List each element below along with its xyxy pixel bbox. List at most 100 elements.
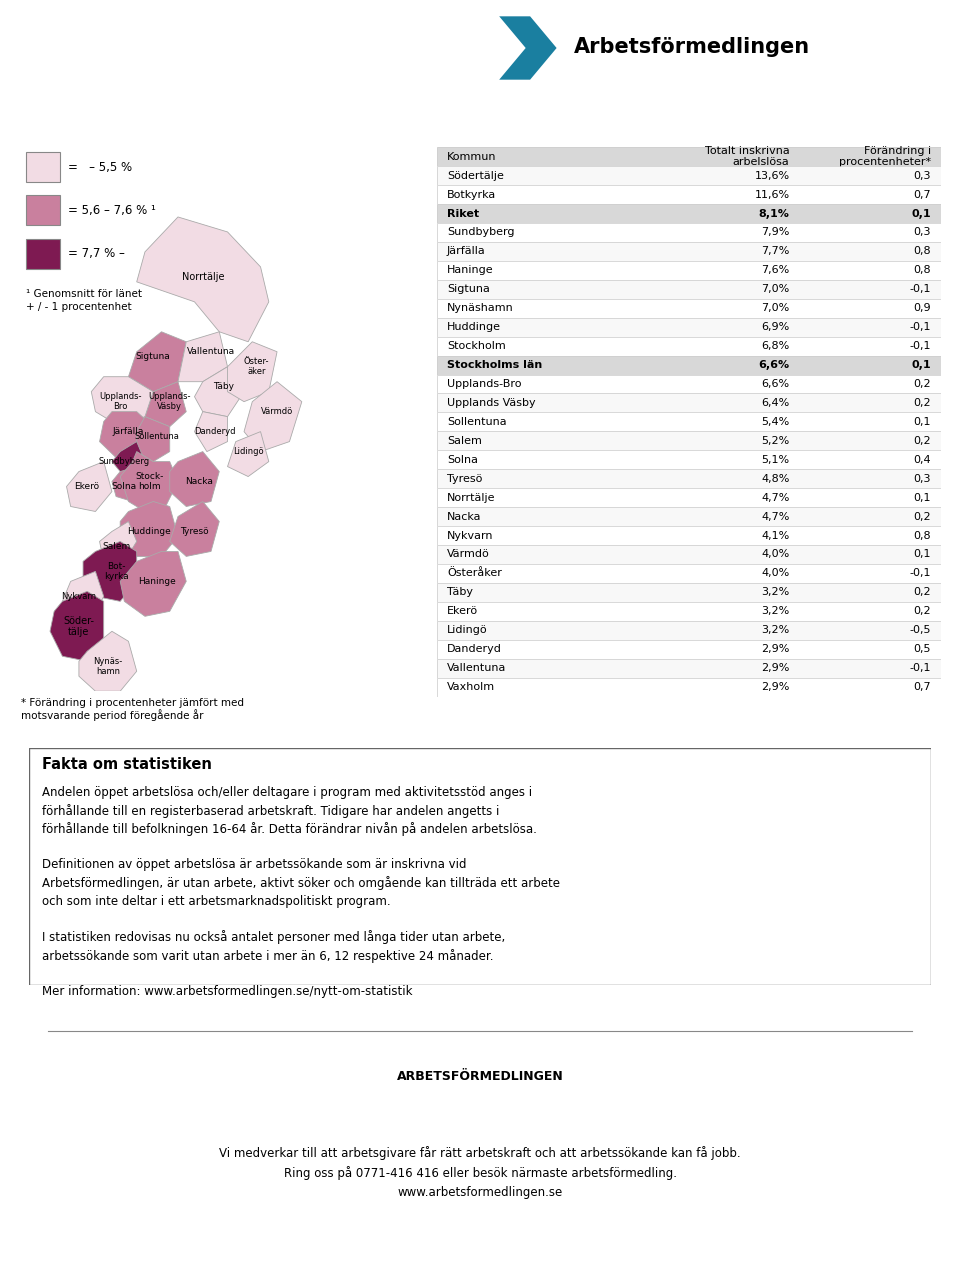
Polygon shape <box>129 332 186 392</box>
FancyBboxPatch shape <box>437 298 941 317</box>
Text: Sigtuna: Sigtuna <box>136 352 171 361</box>
Text: -0,1: -0,1 <box>909 340 931 351</box>
FancyBboxPatch shape <box>437 412 941 431</box>
Text: Upplands-Bro: Upplands-Bro <box>446 379 521 389</box>
FancyBboxPatch shape <box>29 748 931 984</box>
FancyBboxPatch shape <box>437 545 941 564</box>
Text: 0,3: 0,3 <box>913 170 931 180</box>
FancyBboxPatch shape <box>437 166 941 186</box>
Text: Salem: Salem <box>102 541 131 550</box>
Text: ¹ Genomsnitt för länet: ¹ Genomsnitt för länet <box>26 288 142 298</box>
Polygon shape <box>100 521 136 562</box>
Text: Vallentuna: Vallentuna <box>446 663 506 673</box>
FancyBboxPatch shape <box>437 431 941 451</box>
Text: Sundbyberg: Sundbyberg <box>99 457 150 466</box>
Text: Andelen öppet arbetslösa och/eller deltagare i program med aktivitetsstöd anges : Andelen öppet arbetslösa och/eller delta… <box>42 786 561 998</box>
Text: Huddinge: Huddinge <box>446 323 501 333</box>
Text: -0,1: -0,1 <box>909 284 931 294</box>
Text: Öster-
äker: Öster- äker <box>244 357 269 376</box>
Text: Haninge: Haninge <box>138 577 177 586</box>
Text: 6,9%: 6,9% <box>761 323 789 333</box>
Text: Sollentuna: Sollentuna <box>135 433 180 442</box>
Text: * Förändring i procentenheter jämfört med
motsvarande period föregående år: * Förändring i procentenheter jämfört me… <box>21 698 244 722</box>
Text: Nynäs-
hamn: Nynäs- hamn <box>93 657 123 676</box>
Text: Huddinge: Huddinge <box>128 527 171 536</box>
Text: Solna: Solna <box>446 454 478 465</box>
Text: Danderyd: Danderyd <box>194 428 236 436</box>
Text: Sollentuna: Sollentuna <box>446 417 507 428</box>
Text: 0,1: 0,1 <box>913 493 931 503</box>
Text: Nykvarn: Nykvarn <box>61 591 96 600</box>
Text: 0,4: 0,4 <box>913 454 931 465</box>
FancyBboxPatch shape <box>437 337 941 356</box>
FancyBboxPatch shape <box>437 659 941 677</box>
FancyBboxPatch shape <box>26 152 60 182</box>
Polygon shape <box>170 452 219 507</box>
Polygon shape <box>100 412 154 462</box>
Polygon shape <box>112 466 145 502</box>
Text: 11,6%: 11,6% <box>755 189 789 200</box>
Text: Haninge: Haninge <box>446 265 493 275</box>
Polygon shape <box>228 342 277 402</box>
Text: Lidingö: Lidingö <box>446 625 488 635</box>
Text: 3,2%: 3,2% <box>761 588 789 598</box>
Text: 0,1: 0,1 <box>913 549 931 559</box>
Text: Ekerö: Ekerö <box>446 607 478 617</box>
Text: Norrtälje: Norrtälje <box>181 271 224 282</box>
Text: Sundbyberg: Sundbyberg <box>446 228 515 238</box>
FancyBboxPatch shape <box>437 470 941 488</box>
FancyBboxPatch shape <box>437 280 941 298</box>
Text: 0,1: 0,1 <box>913 417 931 428</box>
Text: 0,8: 0,8 <box>913 530 931 540</box>
Text: 0,7: 0,7 <box>913 189 931 200</box>
Text: -0,1: -0,1 <box>909 663 931 673</box>
FancyBboxPatch shape <box>437 564 941 582</box>
FancyBboxPatch shape <box>437 356 941 375</box>
Polygon shape <box>120 502 178 557</box>
Text: 8,1%: 8,1% <box>758 209 789 219</box>
Polygon shape <box>136 416 170 462</box>
Text: 7,9%: 7,9% <box>761 228 789 238</box>
Text: Sigtuna: Sigtuna <box>446 284 490 294</box>
FancyBboxPatch shape <box>26 238 60 269</box>
Text: 13,6%: 13,6% <box>755 170 789 180</box>
Text: 2,9%: 2,9% <box>761 682 789 692</box>
Text: Danderyd: Danderyd <box>446 644 502 654</box>
FancyBboxPatch shape <box>437 147 941 166</box>
FancyBboxPatch shape <box>437 223 941 242</box>
Text: Stock-
holm: Stock- holm <box>135 472 163 492</box>
Text: Förändring i
procentenheter*: Förändring i procentenheter* <box>839 146 931 168</box>
Text: Bot-
kyrka: Bot- kyrka <box>104 562 129 581</box>
Polygon shape <box>112 442 145 476</box>
Text: -0,1: -0,1 <box>909 568 931 579</box>
Text: 6,8%: 6,8% <box>761 340 789 351</box>
FancyBboxPatch shape <box>437 393 941 412</box>
FancyBboxPatch shape <box>437 317 941 337</box>
Text: Tyresö: Tyresö <box>180 527 209 536</box>
Polygon shape <box>195 366 244 416</box>
FancyBboxPatch shape <box>437 602 941 621</box>
FancyBboxPatch shape <box>437 242 941 261</box>
Text: 0,9: 0,9 <box>913 303 931 314</box>
FancyBboxPatch shape <box>437 261 941 280</box>
Text: 0,2: 0,2 <box>913 607 931 617</box>
Text: -0,5: -0,5 <box>909 625 931 635</box>
FancyBboxPatch shape <box>26 196 60 225</box>
Text: + / - 1 procentenhet: + / - 1 procentenhet <box>26 302 132 312</box>
FancyBboxPatch shape <box>437 488 941 507</box>
Text: 0,8: 0,8 <box>913 265 931 275</box>
FancyBboxPatch shape <box>437 526 941 545</box>
Polygon shape <box>66 462 112 512</box>
Polygon shape <box>62 571 104 621</box>
Text: Stockholms län: Stockholms län <box>446 360 542 370</box>
Text: 6,4%: 6,4% <box>761 398 789 408</box>
Text: 3,2%: 3,2% <box>761 607 789 617</box>
Text: Värmdö: Värmdö <box>446 549 490 559</box>
Text: 0,5: 0,5 <box>913 644 931 654</box>
Text: =   – 5,5 %: = – 5,5 % <box>68 161 132 174</box>
Text: 0,3: 0,3 <box>913 474 931 484</box>
Text: Ekerö: Ekerö <box>75 483 100 492</box>
Text: Totalt inskrivna
arbelslösa: Totalt inskrivna arbelslösa <box>705 146 789 168</box>
Polygon shape <box>244 381 301 452</box>
Text: Järfälla: Järfälla <box>112 428 144 436</box>
